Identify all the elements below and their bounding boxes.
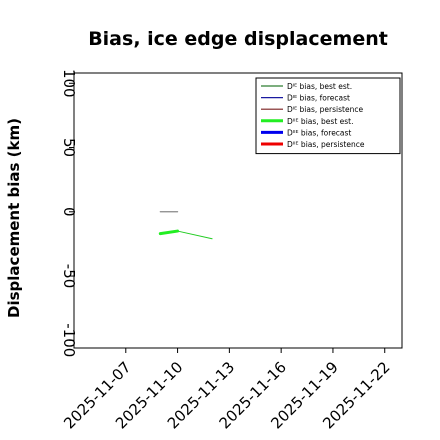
- legend: Dᴵᴱ bias, best est. Dᴵᴱ bias, forecast Dᴵᴱ…: [255, 77, 401, 155]
- plot-area: [73, 72, 403, 349]
- y-tick-label: -100: [60, 323, 78, 357]
- legend-box: [255, 77, 401, 155]
- series-line: [158, 229, 180, 236]
- series-segment: [177, 230, 213, 240]
- legend-label: Dᴵᴱ bias, best est.: [287, 82, 352, 91]
- series-lines: [158, 211, 213, 240]
- y-tick-label: 0: [60, 207, 78, 217]
- y-tick-label: -50: [60, 264, 78, 289]
- chart-title: Bias, ice edge displacement: [88, 28, 388, 50]
- legend-label: Dᴵᴵᴱ bias, forecast: [287, 128, 351, 137]
- legend-label: Dᴵᴱ bias, forecast: [287, 94, 350, 103]
- y-ticks: -100 -50 0 50 100: [60, 69, 78, 357]
- x-ticks: 2025-11-072025-11-102025-11-132025-11-16…: [60, 348, 394, 432]
- y-axis-label: Displacement bias (km): [5, 118, 23, 318]
- legend-label: Dᴵᴵᴱ bias, best est.: [287, 117, 354, 126]
- y-tick-label: 50: [60, 138, 78, 157]
- legend-label: Dᴵᴵᴱ bias, persistence: [287, 140, 365, 149]
- y-tick-label: 100: [60, 69, 78, 98]
- legend-label: Dᴵᴱ bias, persistence: [287, 105, 363, 114]
